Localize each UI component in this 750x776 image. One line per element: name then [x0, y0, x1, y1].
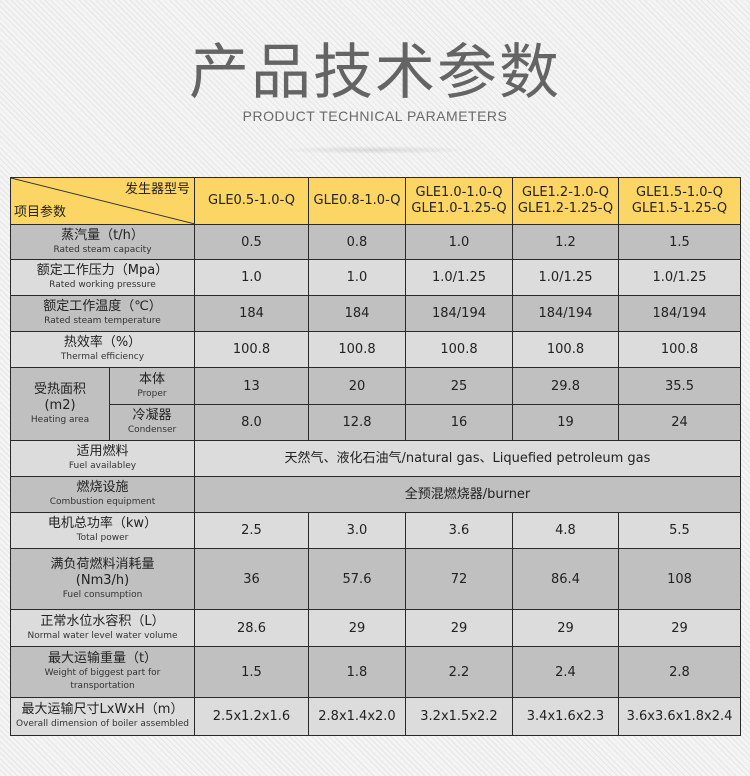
cell: 13	[194, 367, 309, 405]
table-row: 额定工作压力（Mpa） Rated working pressure 1.0 1.…	[10, 259, 741, 296]
table-row: 受热面积 (m2) Heating area 本体 Proper 13 20 25…	[10, 367, 741, 441]
title-divider-shadow	[275, 146, 475, 154]
cell: 1.8	[308, 646, 406, 698]
cell: 29.8	[512, 367, 619, 405]
table-row: 冷凝器 Condenser 8.0 12.8 16 19 24	[11, 404, 741, 441]
sub-row-label: 冷凝器 Condenser	[109, 404, 195, 441]
table-header-row: 发生器型号 项目参数 GLE0.5-1.0-Q GLE0.8-1.0-Q GLE…	[10, 177, 741, 225]
cell: 3.6	[405, 512, 513, 549]
cell: 12.8	[308, 404, 406, 441]
cell: 100.8	[618, 331, 741, 368]
table-row: 最大运输尺寸LxWxH（m） Overall dimension of boile…	[10, 697, 741, 736]
cell: 2.5	[194, 512, 309, 549]
cell: 2.8	[618, 646, 741, 698]
cell: 1.0/1.25	[618, 259, 741, 296]
cell: 28.6	[194, 609, 309, 647]
model-header: GLE1.0-1.0-Q GLE1.0-1.25-Q	[405, 177, 513, 225]
cell: 1.5	[194, 646, 309, 698]
cell: 29	[405, 609, 513, 647]
table-row: 额定工作温度（℃） Rated steam temperature 184 184…	[10, 295, 741, 332]
cell: 100.8	[194, 331, 309, 368]
cell: 20	[308, 367, 406, 405]
cell: 100.8	[308, 331, 406, 368]
model-header: GLE0.5-1.0-Q	[194, 177, 309, 225]
row-label: 额定工作压力（Mpa） Rated working pressure	[10, 259, 195, 296]
row-label: 最大运输重量（t） Weight of biggest part for trans…	[10, 646, 195, 698]
table-row: 最大运输重量（t） Weight of biggest part for trans…	[10, 646, 741, 698]
merged-cell: 全预混燃烧器/burner	[194, 476, 741, 513]
model-label: 发生器型号	[124, 182, 190, 197]
cell: 4.8	[512, 512, 619, 549]
merged-cell: 天然气、液化石油气/natural gas、Liquefied petroleu…	[194, 440, 741, 477]
cell: 1.0/1.25	[405, 259, 513, 296]
cell: 16	[405, 404, 513, 441]
cell: 57.6	[308, 548, 406, 610]
cell: 36	[194, 548, 309, 610]
table-row: 蒸汽量（t/h） Rated steam capacity 0.5 0.8 1.0…	[10, 224, 741, 260]
cell: 24	[618, 404, 741, 441]
parameter-label: 项目参数	[14, 205, 67, 220]
table-row: 适用燃料 Fuel availabley 天然气、液化石油气/natural ga…	[10, 440, 741, 477]
cell: 2.4	[512, 646, 619, 698]
cell: 29	[308, 609, 406, 647]
cell: 3.6x3.6x1.8x2.4	[618, 697, 741, 736]
cell: 2.5x1.2x1.6	[194, 697, 309, 736]
cell: 184/194	[405, 295, 513, 332]
cell: 100.8	[512, 331, 619, 368]
cell: 100.8	[405, 331, 513, 368]
cell: 1.0	[308, 259, 406, 296]
cell: 2.8x1.4x2.0	[308, 697, 406, 736]
row-label: 电机总功率（kw） Total power	[10, 512, 195, 549]
header-corner-cell: 发生器型号 项目参数	[10, 177, 195, 225]
cell: 3.0	[308, 512, 406, 549]
cell: 1.2	[512, 224, 619, 260]
row-label: 燃烧设施 Combustion equipment	[10, 476, 195, 513]
cell: 8.0	[194, 404, 309, 441]
cell: 184	[308, 295, 406, 332]
cell: 2.2	[405, 646, 513, 698]
cell: 29	[618, 609, 741, 647]
cell: 29	[512, 609, 619, 647]
spec-table: 发生器型号 项目参数 GLE0.5-1.0-Q GLE0.8-1.0-Q GLE…	[10, 177, 741, 736]
model-header: GLE1.2-1.0-Q GLE1.2-1.25-Q	[512, 177, 619, 225]
page-subtitle: PRODUCT TECHNICAL PARAMETERS	[242, 108, 508, 124]
cell: 1.0/1.25	[512, 259, 619, 296]
model-header: GLE1.5-1.0-Q GLE1.5-1.25-Q	[618, 177, 741, 225]
cell: 19	[512, 404, 619, 441]
cell: 0.5	[194, 224, 309, 260]
row-label: 额定工作温度（℃） Rated steam temperature	[10, 295, 195, 332]
diagonal-divider	[11, 178, 194, 224]
cell: 72	[405, 548, 513, 610]
cell: 3.4x1.6x2.3	[512, 697, 619, 736]
table-row: 正常水位水容积（L） Normal water level water volum…	[10, 609, 741, 647]
row-label: 正常水位水容积（L） Normal water level water volum…	[10, 609, 195, 647]
page-title: 产品技术参数	[189, 38, 561, 108]
row-label: 适用燃料 Fuel availabley	[10, 440, 195, 477]
cell: 184	[194, 295, 309, 332]
cell: 1.0	[194, 259, 309, 296]
cell: 35.5	[618, 367, 741, 405]
row-label: 最大运输尺寸LxWxH（m） Overall dimension of boile…	[10, 697, 195, 736]
cell: 1.5	[618, 224, 741, 260]
row-label: 蒸汽量（t/h） Rated steam capacity	[10, 224, 195, 260]
cell: 5.5	[618, 512, 741, 549]
table-row: 满负荷燃料消耗量 (Nm3/h) Fuel consumption 36 57.6 …	[10, 548, 741, 610]
cell: 108	[618, 548, 741, 610]
cell: 25	[405, 367, 513, 405]
cell: 184/194	[618, 295, 741, 332]
sub-row-label: 本体 Proper	[109, 367, 195, 405]
row-label: 满负荷燃料消耗量 (Nm3/h) Fuel consumption	[10, 548, 195, 610]
model-header: GLE0.8-1.0-Q	[308, 177, 406, 225]
cell: 0.8	[308, 224, 406, 260]
cell: 1.0	[405, 224, 513, 260]
table-row: 热效率（%） Thermal efficiency 100.8 100.8 100…	[10, 331, 741, 368]
cell: 184/194	[512, 295, 619, 332]
table-row: 电机总功率（kw） Total power 2.5 3.0 3.6 4.8 5.5	[10, 512, 741, 549]
row-label: 热效率（%） Thermal efficiency	[10, 331, 195, 368]
row-label: 受热面积 (m2) Heating area	[10, 367, 110, 441]
cell: 3.2x1.5x2.2	[405, 697, 513, 736]
table-row: 燃烧设施 Combustion equipment 全预混燃烧器/burner	[10, 476, 741, 513]
cell: 86.4	[512, 548, 619, 610]
